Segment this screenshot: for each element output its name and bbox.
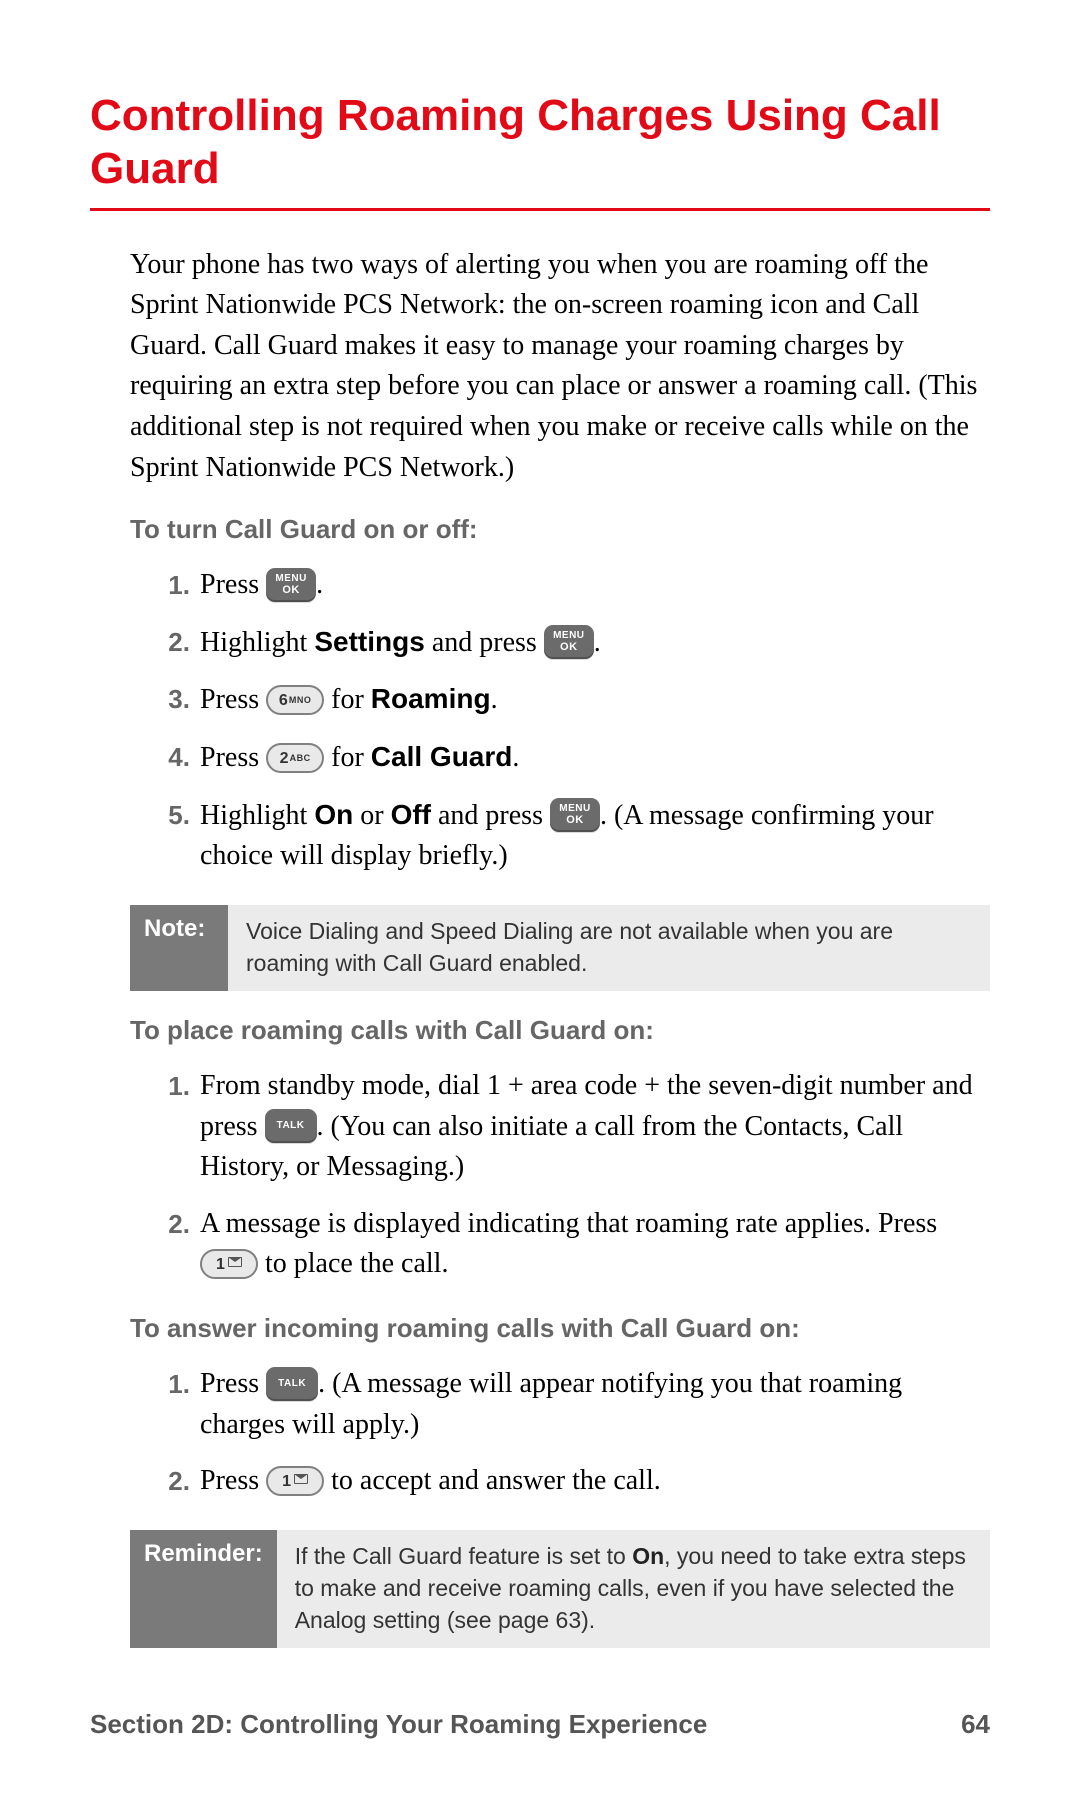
step-item: Highlight Settings and press MENUOK. [200,622,990,664]
step-text: Highlight [200,627,314,658]
step-text: A message is displayed indicating that r… [200,1208,937,1239]
key-label: MENU [275,573,306,584]
steps-place-roaming: From standby mode, dial 1 + area code + … [130,1066,990,1285]
step-text: or [353,800,390,831]
page-title: Controlling Roaming Charges Using Call G… [90,90,990,196]
subhead-place-roaming: To place roaming calls with Call Guard o… [130,1015,990,1046]
six-key-icon: 6MNO [266,685,324,715]
key-label: MENU [559,803,590,814]
step-text: for [324,742,371,773]
intro-paragraph: Your phone has two ways of alerting you … [130,245,990,489]
step-text: . [316,569,323,600]
step-item: Press 1 to accept and answer the call. [200,1461,990,1502]
manual-page: Controlling Roaming Charges Using Call G… [0,0,1080,1800]
key-label: OK [550,814,600,827]
key-digit: 2 [280,750,289,767]
title-rule [90,208,990,211]
talk-key-icon: TALK [266,1367,318,1401]
step-item: Press 6MNO for Roaming. [200,679,990,721]
bold-term: Call Guard [371,741,513,772]
one-key-icon: 1 [200,1249,258,1279]
talk-key-icon: TALK [265,1109,317,1143]
page-footer: Section 2D: Controlling Your Roaming Exp… [90,1709,990,1740]
key-label: OK [266,584,316,597]
step-text: Press [200,684,266,715]
key-label: MENU [553,630,584,641]
step-text: for [324,684,371,715]
reminder-callout: Reminder: If the Call Guard feature is s… [130,1530,990,1649]
bold-term: Roaming [371,683,491,714]
step-text: . [594,627,601,658]
note-callout: Note: Voice Dialing and Speed Dialing ar… [130,905,990,991]
key-label: OK [544,641,594,654]
step-text: Press [200,1465,266,1496]
step-text: Highlight [200,800,314,831]
reminder-text: If the Call Guard feature is set to [295,1543,633,1569]
reminder-label: Reminder: [130,1530,277,1649]
note-body: Voice Dialing and Speed Dialing are not … [228,905,990,991]
step-text: and press [425,627,544,658]
step-text: Press [200,569,266,600]
one-key-icon: 1 [266,1466,324,1496]
step-text: Press [200,1368,266,1399]
steps-answer-roaming: Press TALK. (A message will appear notif… [130,1364,990,1502]
key-letters: ABC [290,753,311,763]
step-item: Press 2ABC for Call Guard. [200,737,990,779]
bold-term: On [632,1543,664,1569]
envelope-icon [228,1257,242,1267]
step-text: . [491,684,498,715]
key-digit: 6 [279,692,288,709]
step-text: to place the call. [258,1248,448,1279]
envelope-icon [294,1474,308,1484]
step-text: to accept and answer the call. [324,1465,661,1496]
reminder-body: If the Call Guard feature is set to On, … [277,1530,990,1649]
step-text: . [512,742,519,773]
step-item: From standby mode, dial 1 + area code + … [200,1066,990,1188]
two-key-icon: 2ABC [266,743,324,773]
bold-term: Off [391,799,431,830]
subhead-answer-roaming: To answer incoming roaming calls with Ca… [130,1313,990,1344]
key-digit: 1 [216,1256,225,1273]
key-digit: 1 [282,1473,291,1490]
bold-term: Settings [314,626,424,657]
step-text: Press [200,742,266,773]
steps-callguard-toggle: Press MENUOK. Highlight Settings and pre… [130,565,990,877]
step-text: and press [431,800,550,831]
menu-ok-key-icon: MENUOK [544,625,594,659]
step-item: Highlight On or Off and press MENUOK. (A… [200,795,990,877]
footer-section: Section 2D: Controlling Your Roaming Exp… [90,1709,707,1740]
footer-page-number: 64 [961,1709,990,1740]
bold-term: On [314,799,353,830]
note-label: Note: [130,905,228,991]
menu-ok-key-icon: MENUOK [266,568,316,602]
step-item: Press MENUOK. [200,565,990,606]
menu-ok-key-icon: MENUOK [550,798,600,832]
subhead-callguard-toggle: To turn Call Guard on or off: [130,514,990,545]
step-item: A message is displayed indicating that r… [200,1204,990,1285]
step-item: Press TALK. (A message will appear notif… [200,1364,990,1445]
key-letters: MNO [289,695,312,705]
